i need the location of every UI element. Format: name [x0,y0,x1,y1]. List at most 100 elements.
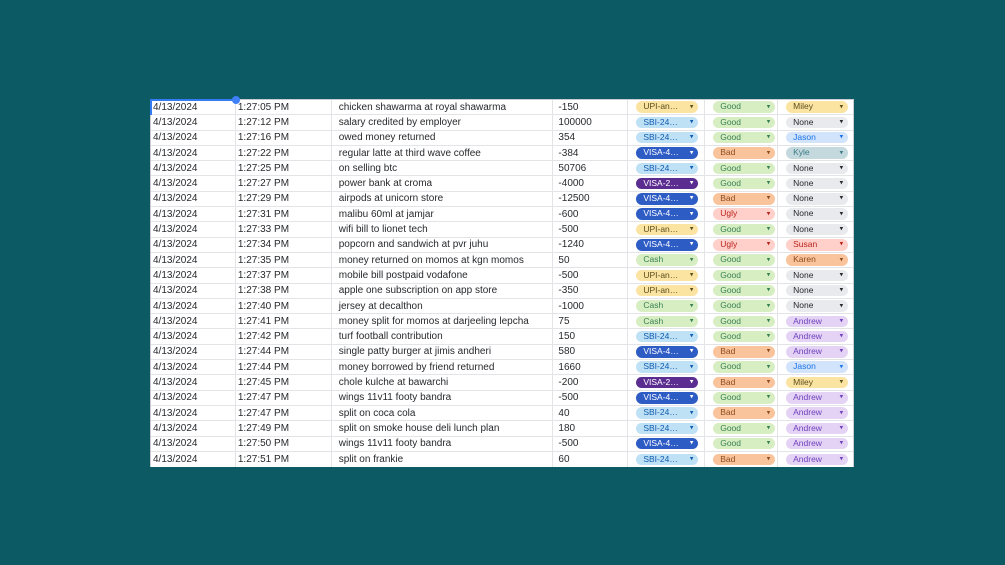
description-cell[interactable]: power bank at croma [332,176,554,191]
amount-cell[interactable]: 50706 [553,161,629,176]
rating-dropdown[interactable]: Bad ▾ [713,376,776,389]
time-cell[interactable]: 1:27:50 PM [236,436,332,451]
amount-cell[interactable]: 354 [553,130,629,145]
description-cell[interactable]: chole kulche at bawarchi [332,375,554,390]
payment-method-dropdown[interactable]: SBI-24… ▾ [636,131,699,144]
amount-cell[interactable]: -500 [553,222,629,237]
time-cell[interactable]: 1:27:12 PM [236,115,332,130]
description-cell[interactable]: apple one subscription on app store [332,283,554,298]
description-cell[interactable]: single patty burger at jimis andheri [332,344,554,360]
time-cell[interactable]: 1:27:47 PM [236,405,332,421]
description-cell[interactable]: split on coca cola [332,405,554,421]
amount-cell[interactable]: 40 [553,405,629,421]
selection-fill-handle[interactable] [232,96,240,104]
description-cell[interactable]: salary credited by employer [332,115,554,130]
amount-cell[interactable]: 50 [553,252,629,268]
time-cell[interactable]: 1:27:42 PM [236,329,332,344]
payment-method-dropdown[interactable]: VISA-4… ▾ [636,193,699,205]
person-dropdown[interactable]: Susan ▾ [786,239,849,251]
rating-dropdown[interactable]: Good ▾ [713,361,776,373]
payment-method-dropdown[interactable]: UPI-an… ▾ [636,223,699,236]
rating-dropdown[interactable]: Good ▾ [713,284,776,297]
description-cell[interactable]: wifi bill to lionet tech [332,222,554,237]
amount-cell[interactable]: 180 [553,421,629,436]
person-dropdown[interactable]: Andrew ▾ [786,453,849,466]
description-cell[interactable]: money split for momos at darjeeling lepc… [332,314,554,329]
date-cell[interactable]: 4/13/2024 [151,222,236,237]
amount-cell[interactable]: -500 [553,268,629,283]
rating-dropdown[interactable]: Bad ▾ [713,407,776,419]
date-cell[interactable]: 4/13/2024 [151,252,236,268]
description-cell[interactable]: on selling btc [332,161,554,176]
description-cell[interactable]: split on frankie [332,451,554,468]
time-cell[interactable]: 1:27:25 PM [236,161,332,176]
time-cell[interactable]: 1:27:33 PM [236,222,332,237]
payment-method-dropdown[interactable]: Cash ▾ [636,254,699,266]
person-dropdown[interactable]: Andrew ▾ [786,330,849,343]
time-cell[interactable]: 1:27:27 PM [236,176,332,191]
rating-dropdown[interactable]: Good ▾ [713,254,776,266]
rating-dropdown[interactable]: Good ▾ [713,392,776,404]
date-cell[interactable]: 4/13/2024 [151,436,236,451]
rating-dropdown[interactable]: Good ▾ [713,116,776,129]
date-cell[interactable]: 4/13/2024 [151,145,236,161]
time-cell[interactable]: 1:27:45 PM [236,375,332,390]
date-cell[interactable]: 4/13/2024 [151,375,236,390]
description-cell[interactable]: money borrowed by friend returned [332,360,554,375]
description-cell[interactable]: owed money returned [332,130,554,145]
date-cell[interactable]: 4/13/2024 [151,405,236,421]
person-dropdown[interactable]: None ▾ [786,284,849,297]
time-cell[interactable]: 1:27:37 PM [236,268,332,283]
amount-cell[interactable]: 60 [553,451,629,468]
time-cell[interactable]: 1:27:31 PM [236,207,332,222]
rating-dropdown[interactable]: Ugly ▾ [713,239,776,251]
person-dropdown[interactable]: Andrew ▾ [786,315,849,328]
rating-dropdown[interactable]: Bad ▾ [713,193,776,205]
time-cell[interactable]: 1:27:29 PM [236,191,332,207]
time-cell[interactable]: 1:27:38 PM [236,283,332,298]
person-dropdown[interactable]: Andrew ▾ [786,437,849,450]
time-cell[interactable]: 1:27:22 PM [236,145,332,161]
payment-method-dropdown[interactable]: VISA-4… ▾ [636,392,699,404]
person-dropdown[interactable]: Jason ▾ [786,131,849,144]
person-dropdown[interactable]: None ▾ [786,193,849,205]
payment-method-dropdown[interactable]: SBI-24… ▾ [636,361,699,373]
description-cell[interactable]: money returned on momos at kgn momos [332,252,554,268]
date-cell[interactable]: 4/13/2024 [151,100,236,115]
person-dropdown[interactable]: Jason ▾ [786,361,849,373]
amount-cell[interactable]: -600 [553,207,629,222]
date-cell[interactable]: 4/13/2024 [151,421,236,436]
person-dropdown[interactable]: None ▾ [786,116,849,129]
person-dropdown[interactable]: Andrew ▾ [786,392,849,404]
payment-method-dropdown[interactable]: UPI-an… ▾ [636,101,699,113]
amount-cell[interactable]: 150 [553,329,629,344]
rating-dropdown[interactable]: Good ▾ [713,162,776,175]
date-cell[interactable]: 4/13/2024 [151,191,236,207]
date-cell[interactable]: 4/13/2024 [151,360,236,375]
person-dropdown[interactable]: Andrew ▾ [786,407,849,419]
amount-cell[interactable]: 1660 [553,360,629,375]
payment-method-dropdown[interactable]: VISA-2… ▾ [636,376,699,389]
person-dropdown[interactable]: Miley ▾ [786,101,849,113]
person-dropdown[interactable]: None ▾ [786,177,849,190]
person-dropdown[interactable]: None ▾ [786,162,849,175]
description-cell[interactable]: popcorn and sandwich at pvr juhu [332,237,554,252]
description-cell[interactable]: jersey at decalthon [332,298,554,314]
date-cell[interactable]: 4/13/2024 [151,130,236,145]
payment-method-dropdown[interactable]: SBI-24… ▾ [636,422,699,435]
amount-cell[interactable]: -1240 [553,237,629,252]
person-dropdown[interactable]: None ▾ [786,269,849,282]
description-cell[interactable]: mobile bill postpaid vodafone [332,268,554,283]
time-cell[interactable]: 1:27:44 PM [236,360,332,375]
amount-cell[interactable]: -350 [553,283,629,298]
time-cell[interactable]: 1:27:34 PM [236,237,332,252]
amount-cell[interactable]: -500 [553,436,629,451]
time-cell[interactable]: 1:27:44 PM [236,344,332,360]
payment-method-dropdown[interactable]: VISA-4… ▾ [636,147,699,159]
description-cell[interactable]: wings 11v11 footy bandra [332,390,554,405]
description-cell[interactable]: malibu 60ml at jamjar [332,207,554,222]
payment-method-dropdown[interactable]: UPI-an… ▾ [636,284,699,297]
date-cell[interactable]: 4/13/2024 [151,451,236,468]
rating-dropdown[interactable]: Ugly ▾ [713,208,776,220]
description-cell[interactable]: chicken shawarma at royal shawarma [332,100,554,115]
